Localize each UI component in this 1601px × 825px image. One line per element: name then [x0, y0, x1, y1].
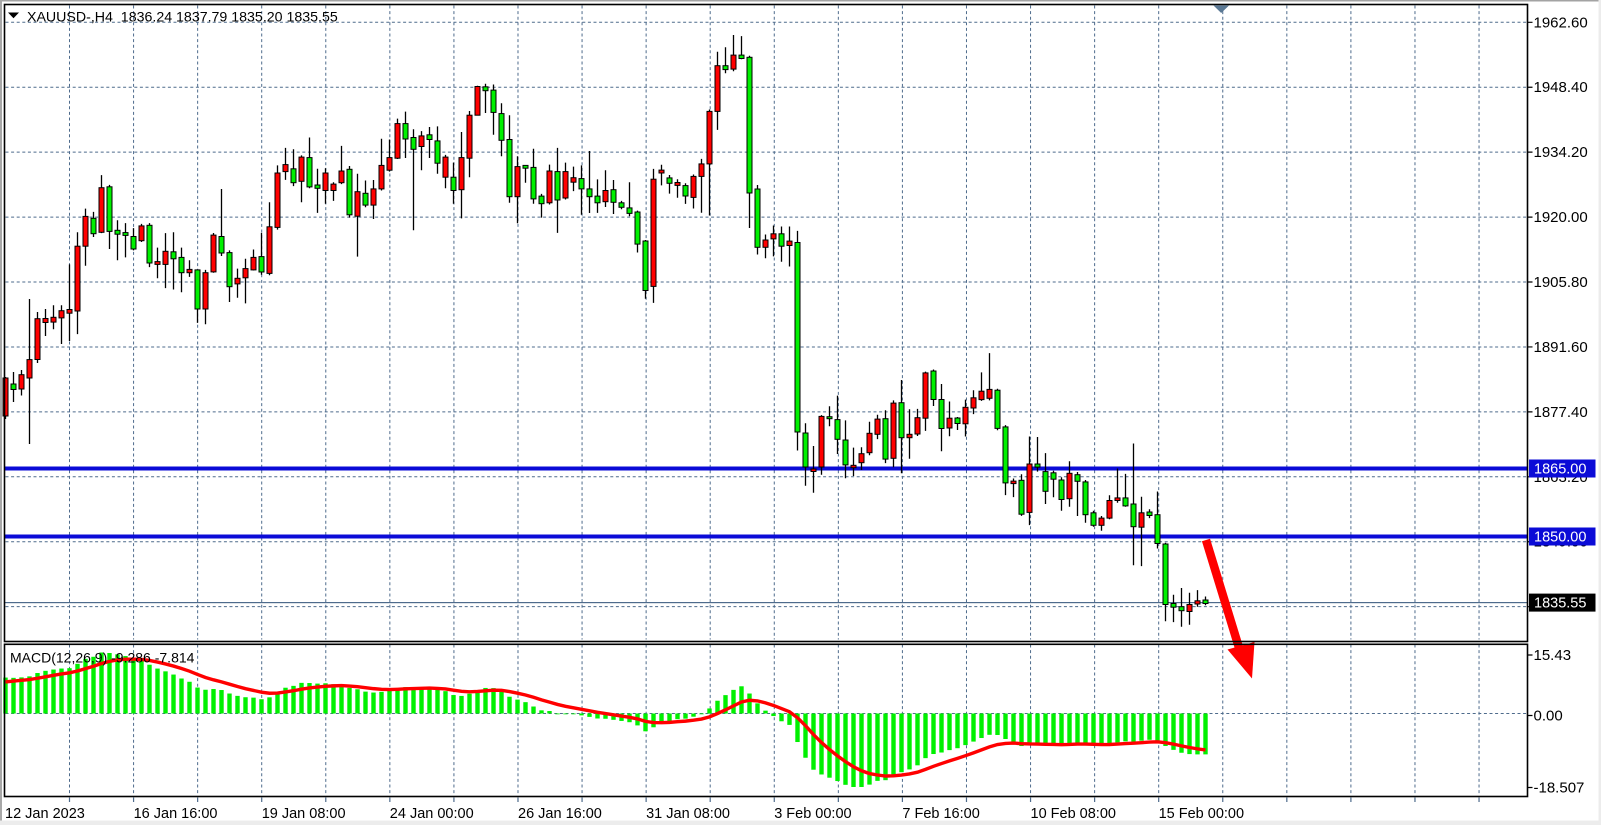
svg-text:0.00: 0.00 — [1534, 708, 1563, 725]
svg-text:19 Jan 08:00: 19 Jan 08:00 — [262, 806, 346, 822]
svg-text:15.43: 15.43 — [1534, 647, 1572, 664]
svg-text:12 Jan 2023: 12 Jan 2023 — [5, 806, 85, 822]
svg-text:1948.40: 1948.40 — [1534, 79, 1588, 96]
svg-text:1962.60: 1962.60 — [1534, 14, 1588, 31]
svg-text:1920.00: 1920.00 — [1534, 209, 1588, 226]
svg-text:16 Jan 16:00: 16 Jan 16:00 — [134, 806, 218, 822]
svg-text:1877.40: 1877.40 — [1534, 404, 1588, 421]
svg-text:26 Jan 16:00: 26 Jan 16:00 — [518, 806, 602, 822]
svg-text:24 Jan 00:00: 24 Jan 00:00 — [390, 806, 474, 822]
svg-text:7 Feb 16:00: 7 Feb 16:00 — [902, 806, 979, 822]
svg-text:1865.00: 1865.00 — [1534, 462, 1586, 478]
svg-text:10 Feb 08:00: 10 Feb 08:00 — [1031, 806, 1116, 822]
svg-text:3 Feb 00:00: 3 Feb 00:00 — [774, 806, 851, 822]
svg-text:MACD(12,26,9) -9.286 -7.814: MACD(12,26,9) -9.286 -7.814 — [10, 650, 195, 666]
svg-text:15 Feb 00:00: 15 Feb 00:00 — [1159, 806, 1244, 822]
svg-text:31 Jan 08:00: 31 Jan 08:00 — [646, 806, 730, 822]
svg-text:-18.507: -18.507 — [1534, 780, 1585, 797]
svg-text:1905.80: 1905.80 — [1534, 274, 1588, 291]
svg-text:XAUUSD-,H4 1836.24 1837.79 18: XAUUSD-,H4 1836.24 1837.79 1835.20 1835.… — [27, 10, 338, 26]
svg-text:1835.55: 1835.55 — [1534, 596, 1586, 612]
svg-text:1891.60: 1891.60 — [1534, 339, 1588, 356]
svg-text:1850.00: 1850.00 — [1534, 530, 1586, 546]
svg-text:1934.20: 1934.20 — [1534, 144, 1588, 161]
